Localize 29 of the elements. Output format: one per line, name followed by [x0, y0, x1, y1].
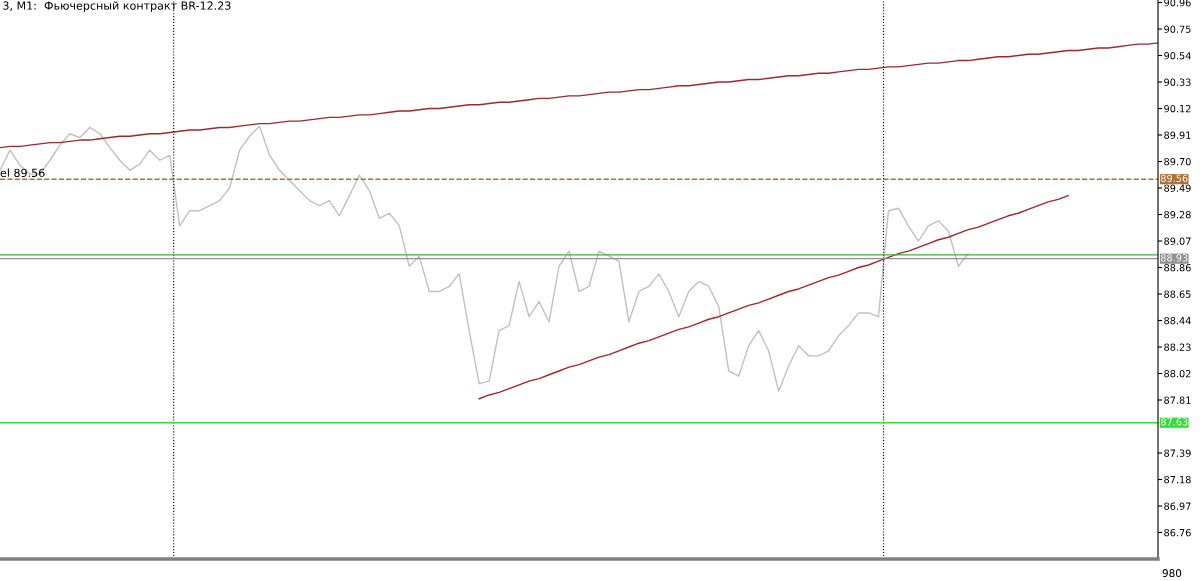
line-series — [0, 125, 970, 392]
y-tick-label: 88.86 — [1164, 263, 1191, 272]
annotation: el 89.56 — [0, 168, 45, 178]
text: 980 — [1162, 569, 1182, 577]
y-tick-label: 89.28 — [1164, 210, 1191, 219]
y-tick-label: 87.81 — [1164, 396, 1191, 404]
y-tick-label: 90.33 — [1164, 78, 1191, 86]
y-tick-label: 88.02 — [1164, 369, 1191, 378]
y-tick-label: 90.54 — [1164, 52, 1191, 60]
line-series — [478, 194, 1069, 400]
ref-line-label: 87.63 — [1160, 418, 1188, 426]
y-tick-label: 87.18 — [1164, 475, 1191, 484]
y-tick-label: 90.12 — [1164, 105, 1191, 113]
ref-line-label: 89.56 — [1160, 174, 1188, 182]
y-tick-label: 89.70 — [1164, 157, 1191, 166]
y-tick-label: 88.65 — [1164, 290, 1191, 298]
y-tick-label: 88.44 — [1164, 316, 1191, 325]
y-tick-label: 89.91 — [1164, 131, 1191, 139]
y-tick-label: 86.97 — [1164, 502, 1191, 510]
y-tick-label: 88.23 — [1164, 343, 1191, 351]
y-tick-label: 89.49 — [1164, 184, 1191, 192]
chart-title: 3, M1: Фьючерсный контракт BR-12.23 — [3, 1, 231, 12]
y-tick-label: 89.07 — [1164, 237, 1191, 245]
y-tick-label: 90.96 — [1164, 0, 1191, 7]
y-tick-label: 86.76 — [1164, 528, 1191, 537]
line-series — [0, 42, 1158, 149]
y-tick-label: 90.75 — [1164, 25, 1191, 33]
ref-line-label: 88.93 — [1160, 254, 1188, 262]
y-tick-label: 87.39 — [1164, 449, 1191, 457]
